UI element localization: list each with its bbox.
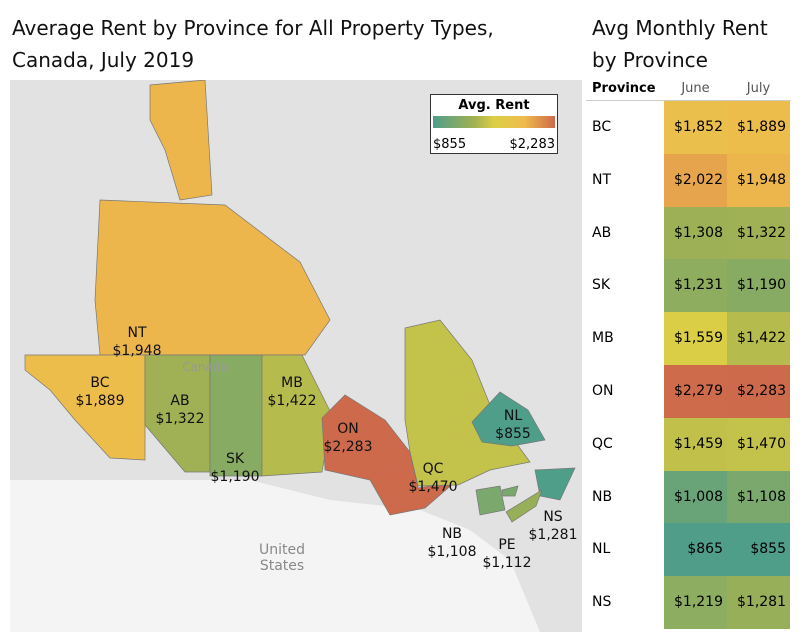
row-province: NS (592, 594, 612, 611)
table-row: NB $1,008 $1,108 (586, 470, 791, 524)
row-province: ON (592, 382, 614, 399)
table-row: MB $1,559 $1,422 (586, 312, 791, 365)
header-june: June (681, 81, 710, 96)
table-row: NS $1,219 $1,281 (586, 576, 791, 629)
province-ab[interactable] (144, 354, 211, 473)
row-province: SK (592, 277, 611, 294)
label-qc: QC $1,470 (408, 461, 458, 495)
legend-gradient (433, 116, 555, 128)
table-header: Province June July (586, 78, 791, 101)
cell-june: $2,022 (664, 153, 727, 207)
row-province: NB (592, 488, 613, 505)
cell-july: $1,470 (727, 417, 790, 471)
map-svg (10, 80, 576, 632)
color-legend: Avg. Rent $855 $2,283 (430, 94, 558, 154)
row-province: QC (592, 435, 613, 452)
label-nl: NL $855 (495, 408, 531, 442)
label-nb: NB $1,108 (427, 526, 477, 560)
cell-june: $1,559 (664, 312, 727, 365)
row-province: BC (592, 119, 612, 135)
cell-july: $1,422 (727, 312, 790, 365)
label-ab: AB $1,322 (155, 393, 205, 427)
table-row: NL $865 $855 (586, 523, 791, 577)
legend-title: Avg. Rent (458, 98, 530, 113)
province-nb[interactable] (475, 485, 506, 516)
cell-july: $1,108 (727, 470, 790, 524)
table-row: BC $1,852 $1,889 (586, 101, 791, 154)
cell-june: $1,231 (664, 259, 727, 313)
header-province: Province (592, 81, 656, 96)
cell-july: $1,190 (727, 259, 790, 313)
table-row: SK $1,231 $1,190 (586, 259, 791, 313)
row-province: AB (592, 224, 612, 241)
label-sk: SK $1,190 (210, 451, 260, 485)
rent-table: Province June July BC $1,852 $1,889 NT $2… (586, 78, 791, 629)
province-nt[interactable] (94, 80, 331, 356)
table-row: NT $2,022 $1,948 (586, 153, 791, 207)
province-nl[interactable] (471, 391, 576, 501)
province-pe[interactable] (501, 485, 519, 497)
row-province: NT (592, 171, 612, 188)
cell-july: $1,889 (727, 101, 790, 154)
cell-june: $1,852 (664, 101, 727, 154)
table-row: QC $1,459 $1,470 (586, 417, 791, 471)
cell-june: $2,279 (664, 364, 727, 418)
label-pe: PE $1,112 (482, 537, 532, 571)
table-row: AB $1,308 $1,322 (586, 206, 791, 260)
cell-june: $1,308 (664, 206, 727, 260)
table-title: Avg Monthly Rent by Province (592, 16, 768, 72)
cell-june: $865 (664, 523, 727, 577)
cell-june: $1,008 (664, 470, 727, 524)
cell-july: $1,281 (727, 576, 790, 629)
label-nt: NT $1,948 (112, 325, 162, 359)
row-province: NL (592, 541, 611, 558)
us-land (10, 480, 540, 632)
cell-july: $1,322 (727, 206, 790, 260)
label-us: United States (259, 542, 305, 574)
label-bc: BC $1,889 (75, 375, 125, 409)
cell-june: $1,459 (664, 417, 727, 471)
row-province: MB (592, 330, 614, 347)
header-july: July (746, 81, 771, 96)
province-ns[interactable] (505, 489, 543, 523)
cell-june: $1,219 (664, 576, 727, 629)
legend-max: $2,283 (509, 137, 556, 152)
label-ns: NS $1,281 (528, 509, 578, 543)
cell-july: $855 (727, 523, 790, 577)
map-title: Average Rent by Province for All Propert… (12, 16, 494, 72)
label-on: ON $2,283 (323, 421, 373, 455)
label-mb: MB $1,422 (267, 375, 317, 409)
cell-july: $2,283 (727, 364, 790, 418)
label-canada: Canada (182, 360, 228, 374)
province-map[interactable]: NT $1,948 BC $1,889 AB $1,322 SK $1,190 MB $1… (10, 80, 582, 632)
cell-july: $1,948 (727, 153, 790, 207)
legend-min: $855 (433, 137, 467, 152)
table-row: ON $2,279 $2,283 (586, 364, 791, 418)
